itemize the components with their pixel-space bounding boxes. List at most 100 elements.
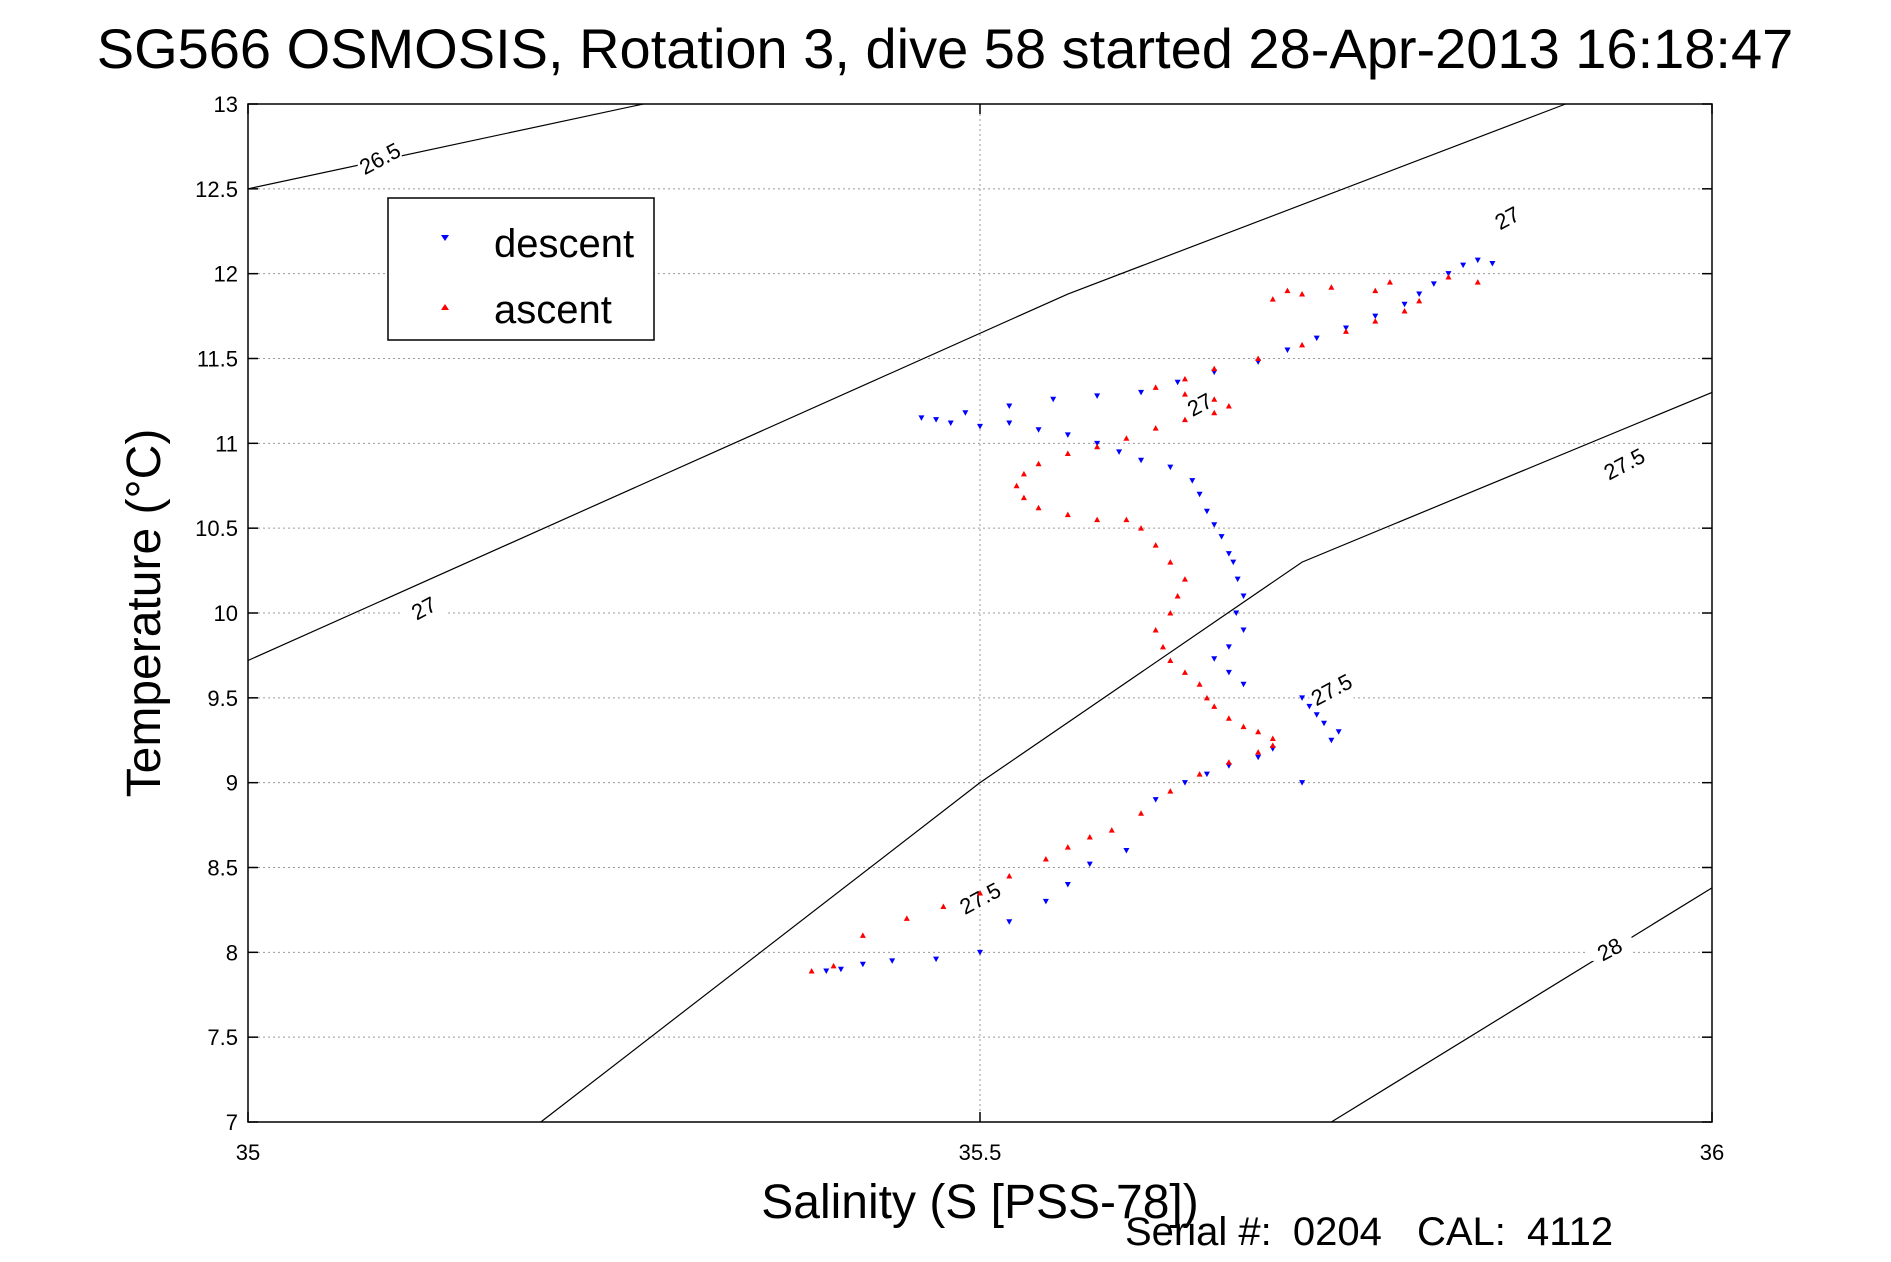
- ascent-point: [1035, 460, 1042, 467]
- descent-point: [1167, 464, 1174, 471]
- descent-point: [962, 410, 969, 416]
- chart-title: SG566 OSMOSIS, Rotation 3, dive 58 start…: [97, 17, 1794, 80]
- ascent-point: [1167, 788, 1174, 794]
- x-axis-label: Salinity (S [PSS-78]): [761, 1176, 1198, 1229]
- ascent-point: [1196, 771, 1203, 777]
- ascent-point: [1013, 482, 1020, 489]
- y-axis-label: Temperature (°C): [118, 429, 171, 798]
- ascent-point: [977, 889, 983, 896]
- descent-point: [1306, 703, 1313, 710]
- ascent-point: [1152, 542, 1159, 548]
- ascent-point: [1181, 416, 1188, 423]
- ascent-point: [1035, 504, 1042, 511]
- ascent-point: [1203, 694, 1210, 701]
- ascent-point: [1343, 328, 1349, 334]
- y-tick-label: 11: [215, 431, 238, 456]
- footer-serial: Serial #: 0204 CAL: 4112: [1125, 1210, 1613, 1254]
- descent-point: [1225, 551, 1232, 557]
- ascent-point: [1138, 810, 1145, 816]
- descent-point: [1189, 478, 1196, 484]
- ascent-point: [1094, 443, 1101, 450]
- ascent-point: [1086, 833, 1093, 840]
- contour-label-bg: [1309, 675, 1354, 702]
- descent-point: [837, 966, 844, 973]
- ascent-point: [1225, 403, 1232, 409]
- descent-point: [1445, 271, 1452, 277]
- descent-point: [1094, 440, 1101, 447]
- descent-point: [1299, 695, 1306, 701]
- ascent-point: [859, 932, 866, 938]
- ascent-point: [1174, 593, 1181, 599]
- ascent-point: [830, 962, 837, 969]
- descent-point: [1240, 681, 1247, 688]
- ascent-point: [1269, 742, 1276, 748]
- descent-point: [1094, 393, 1101, 399]
- y-tick-label: 10.5: [195, 516, 238, 541]
- ascent-point: [1160, 643, 1166, 650]
- descent-point: [1416, 291, 1423, 298]
- cal-label: CAL:: [1417, 1210, 1506, 1254]
- data-series: [808, 257, 1496, 974]
- descent-point: [1203, 771, 1210, 778]
- ascent-point: [1064, 450, 1071, 457]
- descent-point: [977, 949, 983, 956]
- descent-point: [1313, 335, 1320, 342]
- ascent-point: [940, 903, 947, 910]
- ascent-point: [1181, 576, 1188, 582]
- legend-box: [387, 197, 655, 341]
- ascent-point: [1211, 703, 1218, 709]
- ascent-point: [1064, 844, 1071, 850]
- x-tick-label: 36: [1700, 1140, 1724, 1165]
- descent-point: [1006, 403, 1013, 410]
- ascent-point: [1255, 728, 1262, 735]
- y-tick-label: 13: [214, 92, 238, 117]
- descent-point: [1474, 257, 1481, 264]
- y-tick-label: 7: [226, 1110, 238, 1135]
- contour-line-26-5: [247, 103, 644, 190]
- y-tick-label: 10: [214, 601, 238, 626]
- descent-point: [1064, 881, 1071, 888]
- descent-point: [1174, 379, 1181, 386]
- descent-point: [1321, 720, 1328, 727]
- y-tick-label: 12: [214, 262, 238, 287]
- ascent-point: [1181, 391, 1188, 397]
- ascent-point: [1108, 827, 1115, 833]
- ascent-point: [1284, 287, 1291, 294]
- ascent-point: [1152, 425, 1159, 431]
- descent-point: [1233, 610, 1240, 616]
- ascent-point: [1328, 284, 1335, 290]
- y-tick-label: 7.5: [207, 1025, 238, 1050]
- descent-point: [1240, 627, 1247, 633]
- legend-ascent-label: ascent: [494, 288, 612, 332]
- descent-point: [1401, 301, 1408, 308]
- ascent-point: [1020, 470, 1027, 477]
- descent-point: [1240, 593, 1247, 600]
- descent-point: [1460, 262, 1467, 269]
- ascent-point: [1211, 409, 1218, 416]
- descent-point: [918, 415, 925, 421]
- contour-label-bg: [1485, 203, 1530, 230]
- contour-line-27: [247, 103, 1566, 662]
- descent-point: [1116, 449, 1123, 455]
- y-tick-label: 8.5: [207, 856, 238, 881]
- descent-point: [1050, 396, 1057, 403]
- y-tick-label: 8: [226, 940, 238, 965]
- ascent-point: [808, 967, 815, 974]
- descent-point: [859, 961, 866, 968]
- ascent-point: [1255, 355, 1262, 361]
- serial-label: Serial #:: [1125, 1210, 1272, 1254]
- ascent-point: [903, 915, 910, 921]
- descent-point: [1343, 325, 1349, 331]
- ascent-point: [1211, 365, 1218, 372]
- serial-value: 0204: [1293, 1210, 1382, 1254]
- descent-point: [1035, 427, 1042, 433]
- descent-point: [1006, 420, 1013, 426]
- descent-point: [1203, 508, 1210, 515]
- y-tick-label: 9.5: [207, 686, 238, 711]
- ascent-point: [1042, 856, 1049, 862]
- ascent-point: [1167, 657, 1174, 664]
- descent-point: [1328, 737, 1335, 744]
- descent-point: [1196, 491, 1203, 498]
